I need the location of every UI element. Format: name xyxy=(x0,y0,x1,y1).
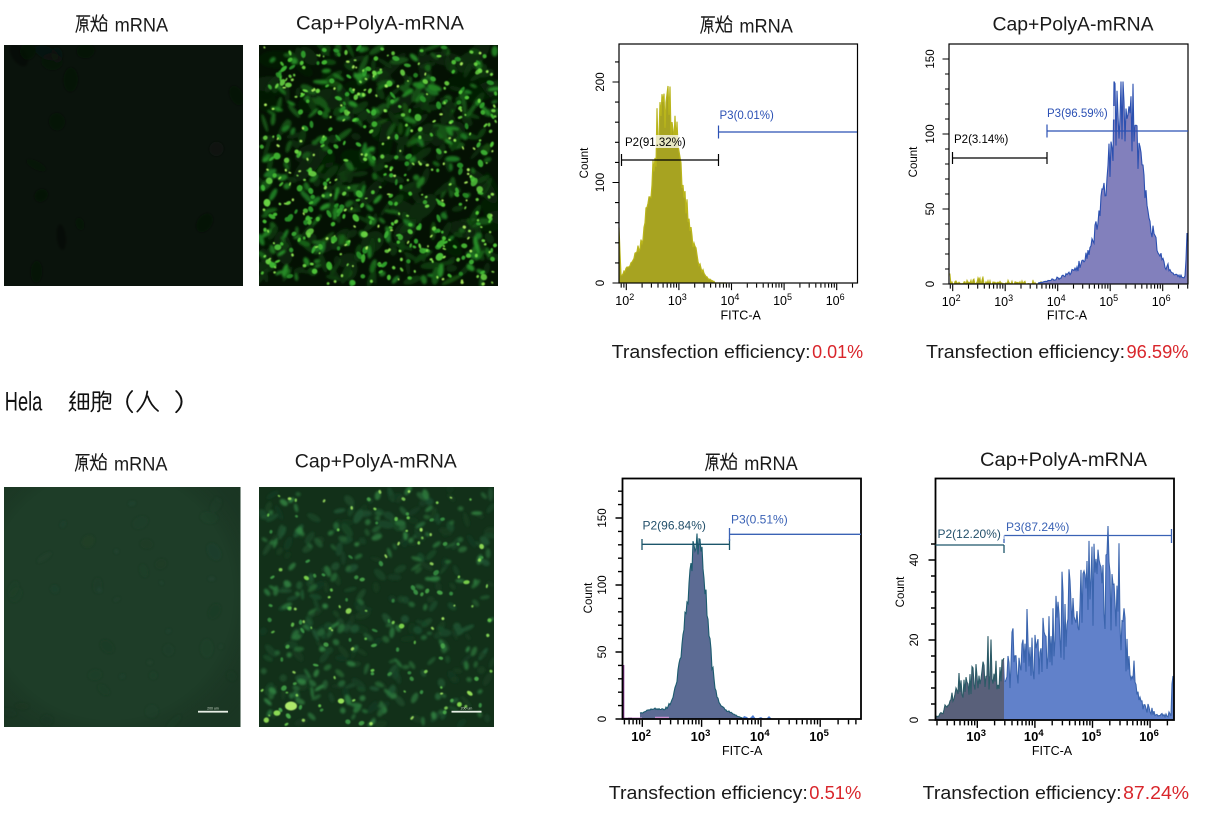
svg-text:Cap+PolyA-mRNA: Cap+PolyA-mRNA xyxy=(296,14,464,35)
svg-text:0.51%: 0.51% xyxy=(809,782,861,803)
svg-text:Transfection efficiency:: Transfection efficiency: xyxy=(609,782,808,803)
svg-text:FITC-A: FITC-A xyxy=(721,309,762,323)
svg-text:Transfection efficiency:: Transfection efficiency: xyxy=(612,341,811,362)
svg-text:P2(3.14%): P2(3.14%) xyxy=(954,134,1009,146)
svg-text:150: 150 xyxy=(925,49,937,68)
svg-text:Transfection efficiency:: Transfection efficiency: xyxy=(926,341,1125,362)
svg-text:100: 100 xyxy=(597,575,609,594)
svg-text:P3(87.24%): P3(87.24%) xyxy=(1006,520,1069,534)
svg-text:Count: Count xyxy=(583,582,595,613)
svg-text:50: 50 xyxy=(597,646,609,659)
svg-text:mRNA: mRNA xyxy=(739,17,793,38)
svg-text:mRNA: mRNA xyxy=(115,16,169,37)
svg-text:100: 100 xyxy=(595,173,607,192)
svg-text:FITC-A: FITC-A xyxy=(1047,309,1088,323)
svg-text:Hela: Hela xyxy=(5,386,43,416)
svg-text:Cap+PolyA-mRNA: Cap+PolyA-mRNA xyxy=(993,15,1154,36)
svg-text:Transfection efficiency:: Transfection efficiency: xyxy=(923,782,1122,803)
svg-text:0: 0 xyxy=(925,281,937,287)
svg-text:mRNA: mRNA xyxy=(114,454,168,475)
svg-text:96.59%: 96.59% xyxy=(1127,341,1189,362)
svg-text:0: 0 xyxy=(909,717,921,723)
svg-text:P3(96.59%): P3(96.59%) xyxy=(1047,108,1108,120)
svg-text:87.24%: 87.24% xyxy=(1123,782,1189,803)
svg-text:Count: Count xyxy=(895,576,907,607)
svg-text:Cap+PolyA-mRNA: Cap+PolyA-mRNA xyxy=(980,450,1147,471)
svg-text:0: 0 xyxy=(597,716,609,722)
svg-text:P3(0.01%): P3(0.01%) xyxy=(720,110,775,122)
svg-text:200: 200 xyxy=(595,72,607,91)
svg-text:200 um: 200 um xyxy=(207,707,219,711)
svg-text:50: 50 xyxy=(925,203,937,216)
svg-text:20: 20 xyxy=(909,634,921,647)
svg-text:Count: Count xyxy=(908,146,920,177)
svg-text:Cap+PolyA-mRNA: Cap+PolyA-mRNA xyxy=(295,452,457,473)
svg-text:100: 100 xyxy=(925,124,937,143)
svg-text:FITC-A: FITC-A xyxy=(722,744,763,758)
svg-text:P2(96.84%): P2(96.84%) xyxy=(643,519,706,533)
svg-text:FITC-A: FITC-A xyxy=(1032,744,1073,758)
svg-text:0.01%: 0.01% xyxy=(812,341,863,362)
svg-text:P2(91.32%): P2(91.32%) xyxy=(625,137,686,149)
svg-text:P2(12.20%): P2(12.20%) xyxy=(938,527,1001,541)
svg-text:150: 150 xyxy=(597,508,609,527)
svg-text:P3(0.51%): P3(0.51%) xyxy=(731,513,788,527)
svg-text:Count: Count xyxy=(579,147,591,178)
svg-text:mRNA: mRNA xyxy=(744,454,798,475)
svg-text:0: 0 xyxy=(595,280,607,286)
svg-text:200 um: 200 um xyxy=(461,707,473,711)
svg-text:40: 40 xyxy=(909,554,921,567)
